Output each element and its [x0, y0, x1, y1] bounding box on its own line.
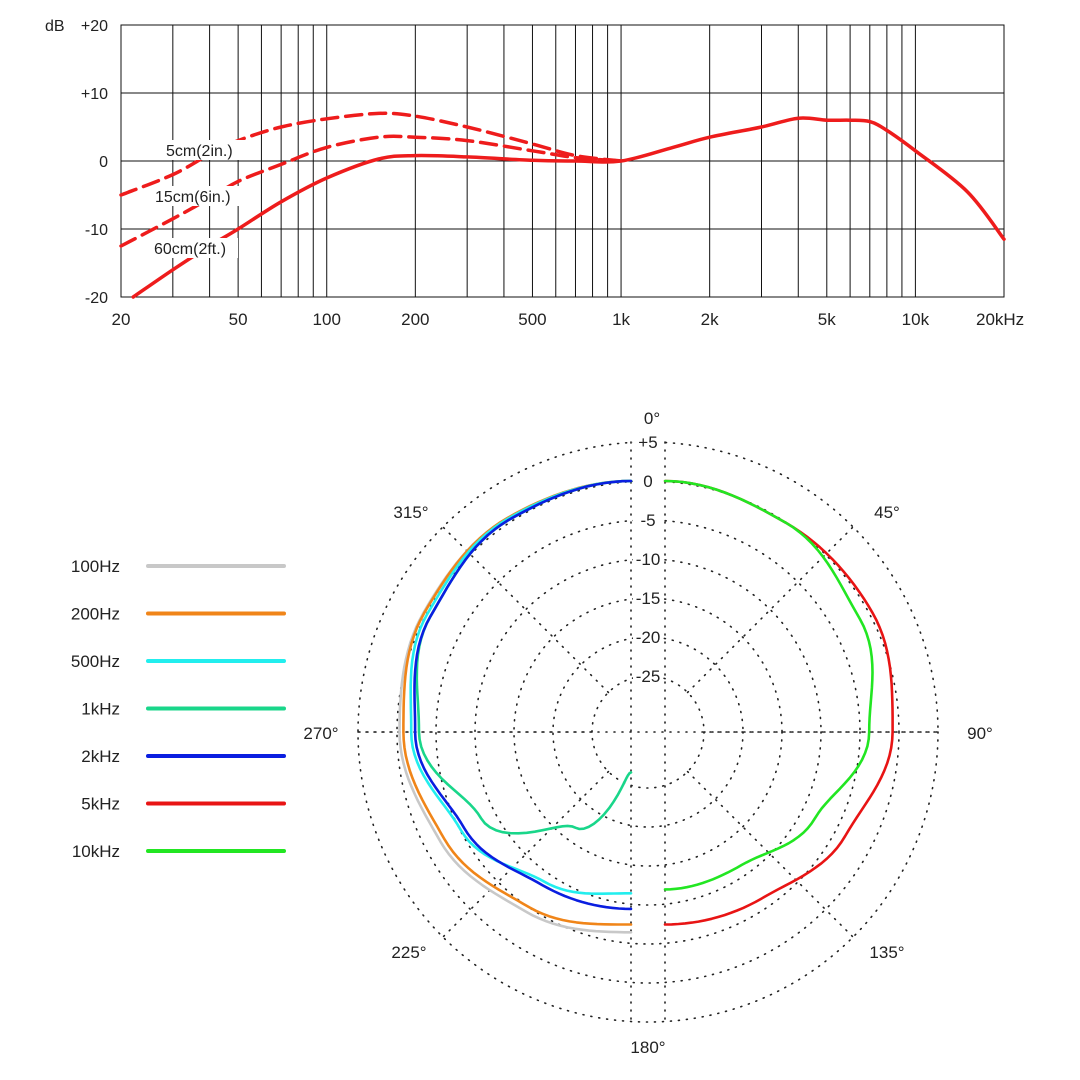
r-tick-label: +5: [638, 433, 657, 452]
y-tick-label: -10: [85, 222, 108, 239]
r-tick-label: -10: [636, 550, 661, 569]
x-tick-label: 50: [229, 310, 248, 329]
angle-label: 0°: [644, 409, 660, 428]
series-label-background: [152, 238, 238, 258]
x-tick-label: 500: [518, 310, 546, 329]
r-tick-label: -15: [636, 589, 661, 608]
angle-label: 90°: [967, 724, 993, 743]
x-tick-label: 5k: [818, 310, 836, 329]
legend-label: 100Hz: [71, 557, 120, 576]
r-tick-label: 0: [643, 472, 652, 491]
polar-grid-circle: [435, 519, 861, 945]
legend-label: 500Hz: [71, 652, 120, 671]
x-tick-label: 200: [401, 310, 429, 329]
x-tick-label: 20kHz: [976, 310, 1024, 329]
legend-label: 1kHz: [81, 700, 120, 719]
angle-label: 45°: [874, 503, 900, 522]
y-tick-label: +20: [81, 18, 108, 35]
r-tick-label: -5: [640, 511, 655, 530]
x-tick-label: 10k: [902, 310, 930, 329]
y-tick-label: 0: [99, 154, 108, 171]
polar-grid-circle: [357, 441, 939, 1023]
r-tick-label: -25: [636, 667, 661, 686]
polar-pattern-curve: [409, 479, 633, 895]
legend-label: 2kHz: [81, 747, 120, 766]
r-tick-label-background: [633, 509, 663, 529]
polar-grid-spoke: [686, 526, 854, 694]
r-tick-label-background: [633, 626, 663, 646]
legend-label: 200Hz: [71, 605, 120, 624]
polar-grid-circle: [474, 558, 822, 906]
r-tick-label-background: [633, 665, 663, 685]
polar-pattern-curve: [663, 479, 894, 926]
x-tick-label: 2k: [701, 310, 719, 329]
legend-label: 10kHz: [72, 842, 120, 861]
y-unit-label: dB: [45, 18, 65, 35]
angle-label: 315°: [393, 503, 428, 522]
x-tick-label: 20: [112, 310, 131, 329]
y-tick-label: -20: [85, 290, 108, 307]
r-tick-label-background: [633, 431, 663, 451]
angle-label: 270°: [303, 724, 338, 743]
series-label: 60cm(2ft.): [154, 241, 226, 258]
polar-pattern-chart: +5 0 -5 -10 -15 -20 -25 0° 45° 90° 135° 180° 225° 270…: [303, 409, 992, 1057]
r-tick-label-background: [633, 587, 663, 607]
r-tick-label-background: [633, 548, 663, 568]
angle-label: 225°: [391, 943, 426, 962]
series-label-background: [153, 186, 239, 206]
angle-label: 180°: [630, 1038, 665, 1057]
polar-pattern-curve: [402, 479, 633, 926]
series-label: 15cm(6in.): [155, 189, 231, 206]
freq-plot-frame: [120, 24, 1005, 298]
x-tick-label: 1k: [612, 310, 630, 329]
freq-response-curve: [131, 116, 1006, 299]
y-tick-label: +10: [81, 86, 108, 103]
angle-label: 135°: [869, 943, 904, 962]
series-label: 5cm(2in.): [166, 143, 233, 160]
legend: 100Hz 200Hz 500Hz 1kHz 2kHz 5kHz 10kHz: [71, 557, 286, 861]
r-tick-label: -20: [636, 628, 661, 647]
polar-grid-circle: [396, 480, 900, 984]
legend-label: 5kHz: [81, 795, 120, 814]
r-tick-label-background: [633, 470, 663, 490]
polar-pattern-curve: [663, 479, 874, 891]
series-label-background: [164, 140, 250, 160]
x-tick-label: 100: [313, 310, 341, 329]
polar-pattern-curve: [413, 479, 633, 911]
